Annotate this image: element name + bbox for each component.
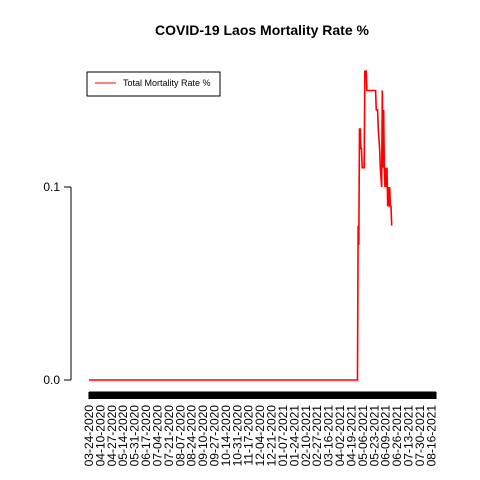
x-tick-label: 05-14-2020 xyxy=(116,405,130,467)
x-tick-label: 05-31-2020 xyxy=(128,405,142,467)
x-tick-label: 07-13-2021 xyxy=(401,405,415,467)
series-points-0 xyxy=(88,71,392,381)
x-tick-label: 02-27-2021 xyxy=(310,405,324,467)
y-axis: 0.0 0.1 xyxy=(43,180,72,387)
x-axis: 03-24-202004-10-202004-27-202005-14-2020… xyxy=(82,391,438,467)
x-tick-label: 05-06-2021 xyxy=(356,405,370,467)
x-tick-label: 10-14-2020 xyxy=(219,405,233,467)
y-tick-label: 0.0 xyxy=(43,373,60,387)
x-tick-label: 02-10-2021 xyxy=(299,405,313,467)
legend-label: Total Mortality Rate % xyxy=(123,78,211,88)
x-tick-label: 09-27-2020 xyxy=(208,405,222,467)
x-tick-label: 06-17-2020 xyxy=(139,405,153,467)
x-tick-label: 08-07-2020 xyxy=(173,405,187,467)
x-tick-label: 07-30-2021 xyxy=(413,405,427,467)
x-daily-ticks xyxy=(88,392,437,399)
x-tick-label: 07-04-2020 xyxy=(150,405,164,467)
x-tick-label: 08-16-2021 xyxy=(424,405,438,467)
x-tick-label: 04-27-2020 xyxy=(105,405,119,467)
x-tick-label: 01-07-2021 xyxy=(276,405,290,467)
x-tick-label: 04-02-2021 xyxy=(333,405,347,467)
x-tick-label: 10-31-2020 xyxy=(230,405,244,467)
x-tick-label: 03-24-2020 xyxy=(82,405,96,467)
x-tick-label: 12-04-2020 xyxy=(253,405,267,467)
x-tick-label: 01-24-2021 xyxy=(287,405,301,467)
x-tick-label: 05-23-2021 xyxy=(367,405,381,467)
legend-box xyxy=(86,71,221,97)
x-tick-label: 09-10-2020 xyxy=(196,405,210,467)
chart-title: COVID-19 Laos Mortality Rate % xyxy=(155,22,369,38)
y-tick-label: 0.1 xyxy=(43,180,60,194)
x-tick-label: 04-19-2021 xyxy=(344,405,358,467)
series-line-0 xyxy=(89,70,393,381)
x-tick-label: 03-16-2021 xyxy=(322,405,336,467)
x-tick-label: 12-21-2020 xyxy=(265,405,279,467)
x-tick-label: 08-24-2020 xyxy=(185,405,199,467)
x-tick-label: 11-17-2020 xyxy=(242,405,256,466)
x-tick-label: 06-26-2021 xyxy=(390,405,404,467)
x-tick-label: 04-10-2020 xyxy=(93,405,107,467)
x-tick-label: 06-09-2021 xyxy=(379,405,393,467)
series-layer xyxy=(88,70,393,381)
x-tick-label: 07-21-2020 xyxy=(162,405,176,467)
legend: Total Mortality Rate % xyxy=(86,71,221,97)
